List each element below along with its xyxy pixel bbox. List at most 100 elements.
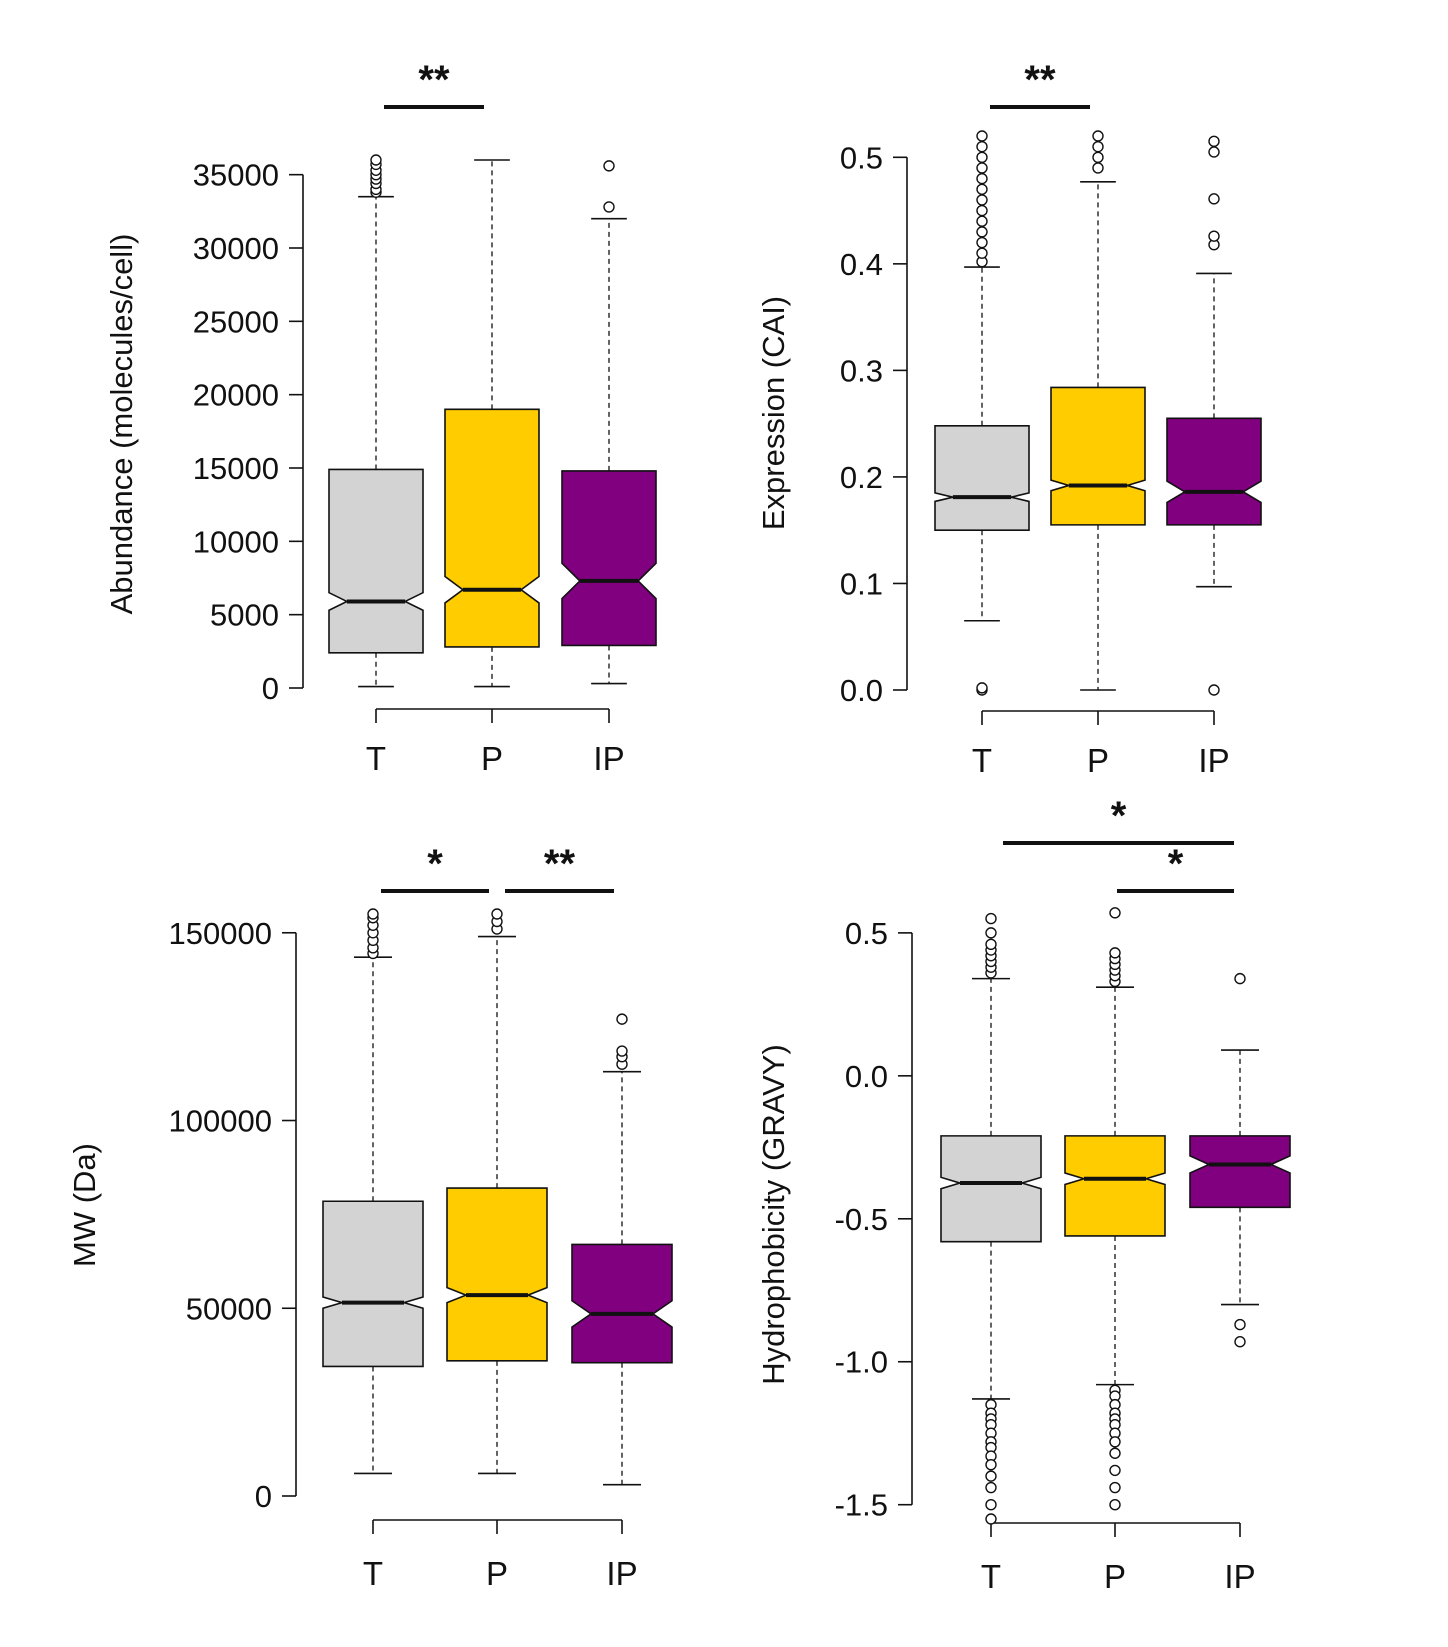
outlier-point: [1092, 162, 1104, 174]
y-axis-title: Abundance (molecules/cell): [104, 234, 139, 615]
outlier-point: [1234, 1336, 1246, 1348]
outlier-point: [976, 162, 988, 174]
x-category-label: IP: [606, 1555, 637, 1592]
panel-abundance: 0 5000 10000 15000 20000 25000 30000 35000 Abund…: [104, 58, 657, 777]
y-tick-label: 0.3: [840, 353, 883, 388]
outlier-point: [1234, 972, 1246, 985]
y-tick-label: 0: [262, 671, 279, 706]
outlier-point: [1092, 130, 1104, 142]
outlier-point: [985, 1513, 997, 1525]
outlier-point: [976, 140, 988, 153]
y-axis-title: Hydrophobicity (GRAVY): [756, 1044, 791, 1385]
outlier-point: [976, 682, 988, 694]
outlier-point: [976, 226, 988, 238]
panel-expression: 0.0 0.1 0.2 0.3 0.4 0.5 Expression (CAI) T P IP **: [756, 58, 1262, 779]
outlier-point: [491, 908, 503, 920]
box-IP: [1166, 417, 1262, 526]
x-category-label: T: [363, 1555, 383, 1592]
outlier-point: [1109, 1464, 1121, 1477]
box-P: [1064, 1135, 1166, 1237]
y-tick-label: 100000: [169, 1104, 272, 1139]
outlier-point: [1208, 230, 1220, 242]
significance-label: **: [418, 58, 450, 102]
outlier-point: [976, 151, 988, 164]
x-category-label: IP: [1198, 742, 1229, 779]
y-tick-label: 0.5: [845, 916, 888, 951]
outlier-point: [976, 204, 988, 217]
x-category-label: IP: [593, 740, 624, 777]
y-tick-label: 10000: [193, 524, 279, 559]
outlier-point: [985, 1481, 997, 1494]
outlier-point: [1109, 1447, 1121, 1459]
x-category-label: IP: [1224, 1558, 1255, 1595]
outlier-point: [616, 1045, 628, 1057]
outlier-point: [1208, 684, 1220, 696]
significance-label: *: [1168, 842, 1184, 886]
y-tick-label: 5000: [210, 598, 279, 633]
outlier-point: [976, 215, 988, 227]
box-IP: [561, 470, 657, 647]
box-T: [940, 1135, 1042, 1243]
x-category-label: P: [486, 1555, 508, 1592]
x-category-label: P: [1087, 742, 1109, 779]
outlier-point: [1109, 947, 1121, 959]
x-category-label: P: [481, 740, 503, 777]
box-IP: [1189, 1135, 1291, 1209]
y-tick-label: 20000: [193, 378, 279, 413]
outlier-point: [1092, 151, 1104, 164]
y-tick-label: 150000: [169, 916, 272, 951]
outlier-point: [1092, 140, 1104, 153]
outlier-point: [985, 912, 997, 925]
outlier-point: [985, 927, 997, 939]
outlier-point: [1208, 135, 1220, 148]
y-tick-label: -1.5: [835, 1488, 888, 1523]
outlier-point: [1208, 146, 1220, 158]
box-T: [328, 468, 424, 654]
y-tick-label: -1.0: [835, 1345, 888, 1380]
x-category-label: P: [1104, 1558, 1126, 1595]
outlier-point: [985, 1470, 997, 1482]
y-tick-label: 50000: [186, 1291, 272, 1326]
outlier-point: [976, 194, 988, 206]
outlier-point: [367, 908, 379, 920]
significance-label: **: [544, 842, 576, 886]
box-T: [934, 424, 1030, 531]
outlier-point: [1109, 1436, 1121, 1448]
y-tick-label: 15000: [193, 451, 279, 486]
box-P: [444, 408, 540, 648]
outlier-point: [976, 236, 988, 249]
y-tick-label: 30000: [193, 231, 279, 266]
x-category-label: T: [972, 742, 992, 779]
y-tick-label: 0.0: [845, 1059, 888, 1094]
outlier-point: [603, 160, 615, 172]
y-tick-label: 0.5: [840, 140, 883, 175]
outlier-point: [1234, 1318, 1246, 1331]
y-tick-label: 35000: [193, 158, 279, 193]
y-tick-label: -0.5: [835, 1202, 888, 1237]
significance-label: *: [1111, 794, 1127, 838]
outlier-point: [603, 201, 615, 213]
outlier-point: [976, 172, 988, 185]
outlier-point: [976, 130, 988, 142]
outlier-point: [616, 1013, 628, 1025]
outlier-point: [976, 247, 988, 259]
panel-hydrophobicity: -1.5 -1.0 -0.5 0.0 0.5 Hydrophobicity (GRAVY)…: [756, 794, 1291, 1595]
x-category-label: T: [366, 740, 386, 777]
x-category-label: T: [981, 1558, 1001, 1595]
y-tick-label: 0.0: [840, 673, 883, 708]
box-P: [446, 1187, 548, 1362]
outlier-point: [1109, 1481, 1121, 1494]
box-IP: [571, 1243, 673, 1364]
significance-label: **: [1024, 58, 1056, 102]
outlier-point: [1109, 1499, 1121, 1511]
box-T: [322, 1200, 424, 1368]
y-tick-label: 0.1: [840, 566, 883, 601]
outlier-point: [370, 154, 382, 166]
outlier-point: [985, 1458, 997, 1471]
outlier-point: [1109, 907, 1121, 919]
outlier-point: [1208, 193, 1220, 205]
y-tick-label: 0.4: [840, 247, 883, 282]
y-tick-label: 0: [255, 1479, 272, 1514]
y-tick-label: 25000: [193, 304, 279, 339]
